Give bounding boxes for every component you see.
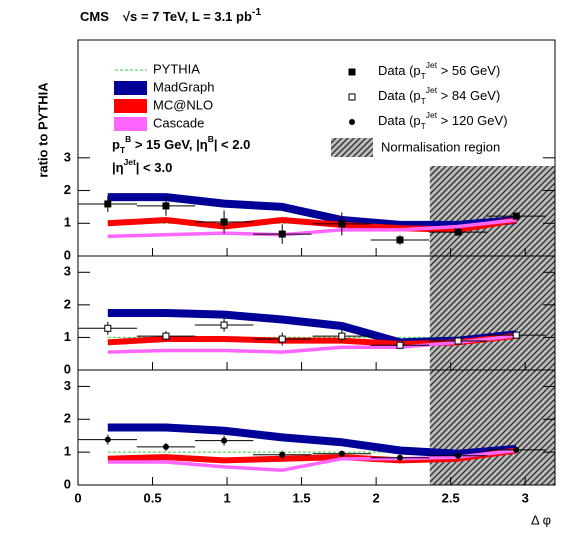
x-tick-label: 0: [74, 490, 81, 505]
annotation-part: Jet: [124, 157, 136, 167]
annotation-part: B: [125, 134, 131, 144]
x-tick-label: 1.5: [293, 490, 311, 505]
legend-label: Data (pTJet > 56 GeV): [378, 60, 500, 81]
data-point: [454, 228, 462, 236]
data-point: [454, 337, 462, 345]
legend-label-part: > 84 GeV): [437, 88, 500, 103]
data-point: [104, 436, 111, 443]
annotation-part: | < 3.0: [136, 160, 173, 175]
y-tick-label: 0: [64, 361, 71, 376]
curve-thick: [107, 217, 517, 233]
curve-medium: [107, 448, 517, 472]
legend-swatch: [348, 68, 356, 76]
legend-swatch: [348, 93, 356, 101]
curve-medium: [107, 218, 517, 239]
y-axis-label: ratio to PYTHIA: [35, 82, 50, 178]
annotation-part: |η: [112, 160, 124, 175]
x-axis-label: Δ φ: [531, 512, 551, 527]
legend-label-part: > 120 GeV): [437, 113, 507, 128]
legend-swatch: [114, 81, 147, 95]
legend-label-part: Data (p: [378, 88, 421, 103]
legend-label-part: Data (p: [378, 113, 421, 128]
legend-swatch: [114, 117, 147, 131]
x-tick-label: 1: [223, 490, 230, 505]
annotation-part: T: [120, 145, 126, 155]
data-point: [162, 332, 170, 340]
legend-label: Cascade: [153, 115, 204, 130]
y-tick-label: 1: [64, 444, 71, 459]
legend-label: Normalisation region: [381, 139, 500, 154]
legend-label-part: Jet: [426, 110, 438, 120]
data-point: [162, 443, 169, 450]
data-point: [104, 324, 112, 332]
annotation-part: > 15 GeV, |η: [131, 137, 208, 152]
data-point: [512, 331, 520, 339]
chart-title-part: -1: [252, 7, 261, 18]
curve-band: [107, 193, 517, 229]
chart-title: CMS √s = 7 TeV, L = 3.1 pb-1: [80, 7, 261, 25]
x-tick-label: 3: [522, 490, 529, 505]
annotation-part: | < 2.0: [214, 137, 251, 152]
annotation-part: p: [112, 137, 120, 152]
data-point: [279, 451, 286, 458]
data-point: [278, 230, 286, 238]
y-tick-label: 3: [64, 149, 71, 164]
data-point: [338, 450, 345, 457]
y-tick-label: 0: [64, 476, 71, 491]
data-point: [221, 437, 228, 444]
legend-label: Data (pTJet > 120 GeV): [378, 110, 508, 131]
data-point: [220, 321, 228, 329]
y-tick-label: 3: [64, 378, 71, 393]
chart-title-part: CMS: [80, 9, 109, 24]
legend-label-part: > 56 GeV): [437, 63, 500, 78]
annotation: |ηJet| < 3.0: [112, 157, 172, 175]
normalisation-region: [429, 166, 555, 256]
y-tick-label: 1: [64, 215, 71, 230]
annotation-part: B: [208, 134, 214, 144]
data-point: [104, 200, 112, 208]
data-point: [220, 218, 228, 226]
legend-swatch: [114, 99, 147, 113]
x-tick-label: 2.5: [442, 490, 460, 505]
data-point: [396, 454, 403, 461]
legend-swatch: [331, 138, 373, 157]
legend-swatch: [349, 119, 355, 125]
data-point: [338, 332, 346, 340]
data-point: [278, 335, 286, 343]
y-tick-label: 0: [64, 247, 71, 262]
data-point: [162, 202, 170, 210]
legend-label: PYTHIA: [153, 61, 200, 76]
legend-label-part: T: [421, 121, 426, 131]
normalisation-region: [429, 370, 555, 485]
data-point: [512, 212, 520, 220]
y-tick-label: 2: [64, 182, 71, 197]
y-tick-label: 3: [64, 264, 71, 279]
legend-label: Data (pTJet > 84 GeV): [378, 85, 500, 106]
legend-label-part: Data (p: [378, 63, 421, 78]
curve-band: [107, 423, 517, 458]
legend-label-part: Jet: [426, 60, 438, 70]
normalisation-region: [429, 256, 555, 370]
y-tick-label: 2: [64, 411, 71, 426]
data-point: [396, 341, 404, 349]
legend-label: MC@NLO: [153, 97, 213, 112]
legend-label-part: T: [421, 96, 426, 106]
curve-medium: [107, 334, 517, 354]
data-point: [396, 236, 404, 244]
legend-label-part: Jet: [426, 85, 438, 95]
data-point: [513, 446, 520, 453]
legend-label: MadGraph: [153, 79, 214, 94]
panel-frame: [77, 369, 556, 486]
data-point: [455, 452, 462, 459]
x-tick-label: 0.5: [143, 490, 161, 505]
y-tick-label: 2: [64, 296, 71, 311]
legend-label-part: T: [421, 71, 426, 81]
annotation: pTB > 15 GeV, |ηB| < 2.0: [112, 134, 250, 155]
x-tick-label: 2: [373, 490, 380, 505]
data-point: [338, 220, 346, 228]
y-tick-label: 1: [64, 329, 71, 344]
chart-title-part: √s = 7 TeV, L = 3.1 pb: [123, 9, 252, 24]
